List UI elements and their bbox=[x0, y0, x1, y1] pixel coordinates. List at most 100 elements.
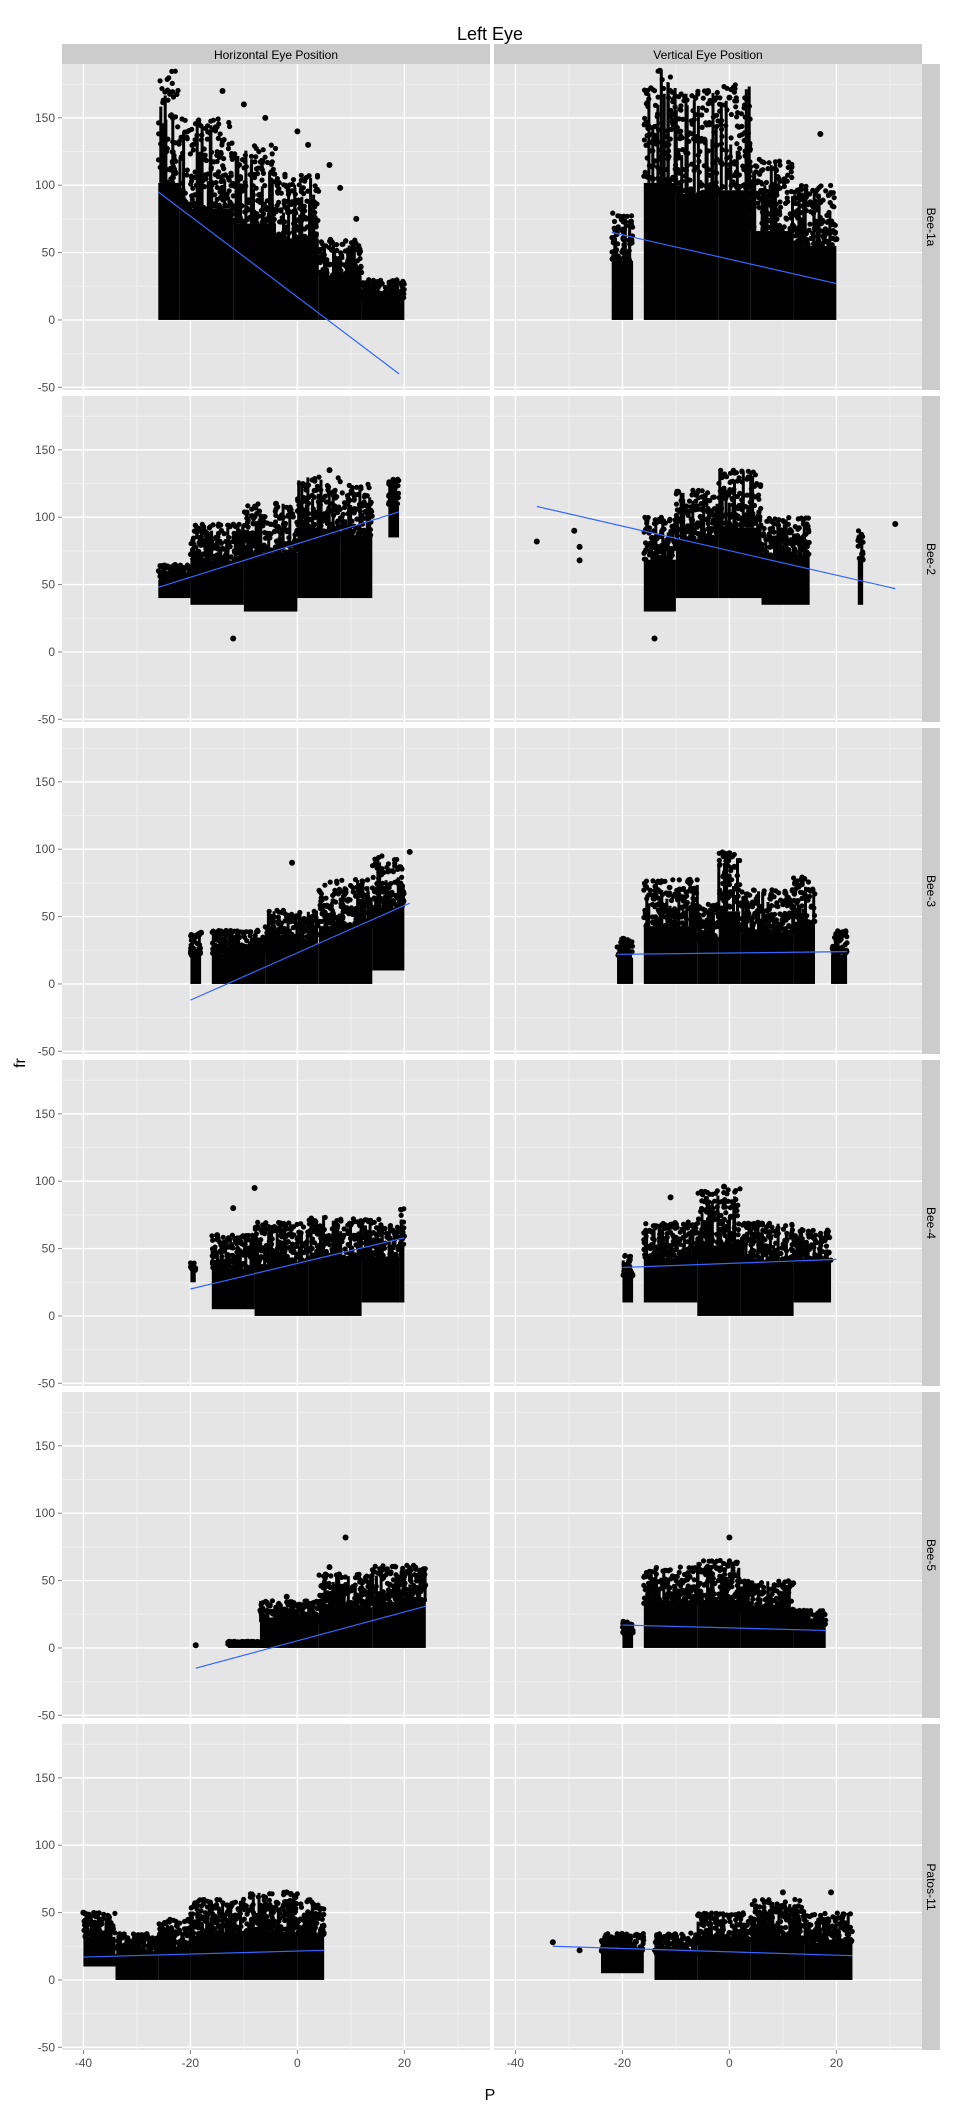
data-point bbox=[673, 501, 680, 507]
data-point bbox=[399, 874, 405, 880]
data-point bbox=[207, 524, 213, 530]
data-point bbox=[735, 505, 741, 512]
data-point bbox=[686, 888, 692, 894]
data-point-outlier bbox=[289, 859, 296, 866]
data-point bbox=[794, 880, 800, 886]
data-point bbox=[788, 169, 794, 175]
data-point bbox=[334, 920, 340, 927]
data-point bbox=[359, 295, 365, 301]
data-point bbox=[689, 492, 695, 498]
data-point bbox=[768, 543, 774, 549]
data-point bbox=[765, 166, 771, 172]
data-point bbox=[168, 89, 174, 95]
data-point bbox=[252, 159, 258, 165]
data-point bbox=[766, 160, 772, 166]
data-point bbox=[756, 512, 762, 518]
data-point bbox=[398, 864, 404, 870]
data-point-outlier bbox=[240, 101, 247, 108]
data-point bbox=[189, 547, 196, 553]
data-point bbox=[314, 483, 320, 489]
data-point bbox=[727, 903, 733, 909]
data-point bbox=[625, 937, 631, 943]
facet-panels bbox=[62, 64, 922, 2050]
data-point bbox=[279, 910, 285, 916]
data-cluster bbox=[308, 1260, 362, 1316]
data-cluster bbox=[372, 907, 405, 971]
data-point bbox=[311, 487, 317, 494]
data-cluster bbox=[318, 275, 362, 320]
data-point bbox=[161, 566, 168, 572]
data-point bbox=[642, 549, 648, 555]
data-point bbox=[771, 529, 777, 535]
data-point bbox=[731, 89, 738, 95]
data-point bbox=[188, 173, 194, 179]
data-point bbox=[698, 183, 704, 189]
row-strip bbox=[922, 728, 940, 1054]
data-point bbox=[708, 508, 714, 514]
data-point bbox=[289, 1242, 296, 1248]
data-point bbox=[650, 878, 656, 884]
data-point bbox=[792, 194, 798, 201]
data-point bbox=[679, 920, 685, 926]
row-strip-label: Bee-3 bbox=[924, 875, 938, 907]
data-point bbox=[311, 494, 317, 500]
data-point bbox=[617, 257, 623, 263]
data-point bbox=[265, 159, 271, 166]
data-point bbox=[621, 213, 627, 219]
data-point bbox=[736, 133, 743, 139]
data-point bbox=[277, 1223, 283, 1230]
data-point bbox=[646, 552, 653, 558]
data-point bbox=[248, 929, 254, 935]
data-point bbox=[320, 907, 326, 913]
panel-points bbox=[614, 849, 850, 984]
data-point bbox=[354, 258, 361, 264]
data-point bbox=[782, 890, 788, 896]
data-point bbox=[799, 881, 805, 888]
data-point bbox=[258, 1244, 264, 1251]
data-point-outlier bbox=[801, 875, 808, 882]
data-point bbox=[807, 221, 813, 227]
data-point bbox=[358, 264, 364, 270]
data-point bbox=[168, 575, 174, 581]
data-point bbox=[361, 494, 367, 500]
data-point bbox=[202, 156, 208, 162]
data-point bbox=[217, 950, 223, 957]
data-point bbox=[187, 151, 193, 157]
data-point bbox=[744, 492, 750, 498]
data-point bbox=[381, 869, 387, 876]
data-point bbox=[731, 851, 737, 858]
data-point bbox=[272, 171, 278, 177]
data-cluster bbox=[643, 182, 676, 320]
data-point bbox=[366, 277, 372, 283]
data-point bbox=[250, 532, 256, 538]
data-point bbox=[756, 205, 762, 211]
data-point bbox=[668, 897, 675, 904]
data-point bbox=[789, 174, 795, 181]
row-strip-label: Bee-5 bbox=[924, 1539, 938, 1571]
data-point bbox=[361, 530, 367, 537]
data-cluster bbox=[276, 238, 319, 320]
data-point bbox=[295, 197, 301, 203]
data-point bbox=[808, 235, 814, 242]
data-point bbox=[190, 147, 196, 153]
fit-line bbox=[157, 191, 400, 375]
data-point bbox=[777, 162, 783, 168]
facet-panel bbox=[62, 1060, 490, 1386]
data-point bbox=[323, 923, 329, 929]
data-point bbox=[389, 889, 395, 896]
data-point bbox=[226, 119, 232, 126]
data-point bbox=[203, 176, 209, 182]
data-point bbox=[744, 891, 751, 897]
data-point bbox=[230, 1245, 236, 1251]
data-point bbox=[615, 224, 621, 230]
data-point bbox=[858, 531, 865, 537]
data-point bbox=[734, 123, 741, 129]
data-point bbox=[717, 95, 723, 101]
data-point bbox=[298, 189, 304, 195]
data-point bbox=[327, 879, 333, 885]
data-point bbox=[325, 918, 331, 924]
data-point bbox=[694, 490, 701, 496]
data-point bbox=[243, 1233, 249, 1239]
data-point bbox=[781, 183, 788, 189]
data-point bbox=[255, 1219, 261, 1225]
